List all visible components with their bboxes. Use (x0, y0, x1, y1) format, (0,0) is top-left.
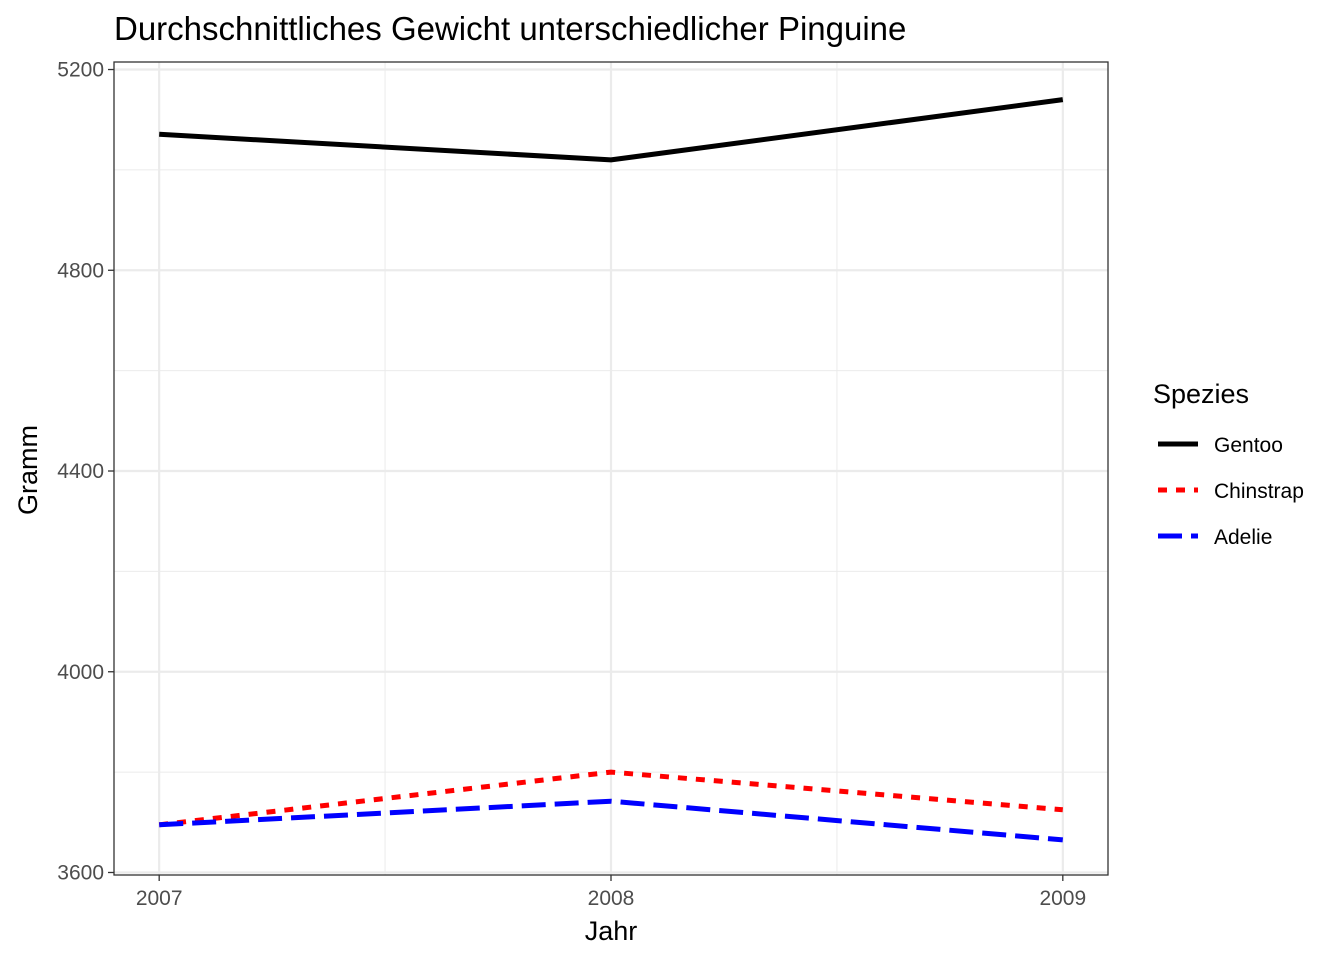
legend-label-gentoo: Gentoo (1214, 434, 1283, 457)
y-tick-label: 4400 (57, 460, 104, 483)
y-tick-label: 5200 (57, 59, 104, 82)
x-axis-title: Jahr (585, 916, 638, 946)
legend-label-adelie: Adelie (1214, 526, 1272, 549)
x-tick-label: 2009 (1039, 887, 1086, 910)
chart-title: Durchschnittliches Gewicht unterschiedli… (114, 10, 906, 47)
y-axis-title: Gramm (13, 425, 43, 515)
y-tick-label: 3600 (57, 861, 104, 884)
series-line-chinstrap (158, 769, 1064, 828)
x-tick-label: 2008 (588, 887, 635, 910)
legend-title: Spezies (1153, 379, 1249, 409)
series-line-gentoo (159, 97, 1064, 163)
y-tick-label: 4800 (57, 259, 104, 282)
y-tick-label: 4000 (57, 661, 104, 684)
legend-label-chinstrap: Chinstrap (1214, 480, 1304, 503)
x-tick-label: 2007 (136, 887, 183, 910)
legend: Spezies Gentoo Chinstrap Adelie (1153, 379, 1304, 549)
series-line-adelie (159, 798, 1064, 843)
